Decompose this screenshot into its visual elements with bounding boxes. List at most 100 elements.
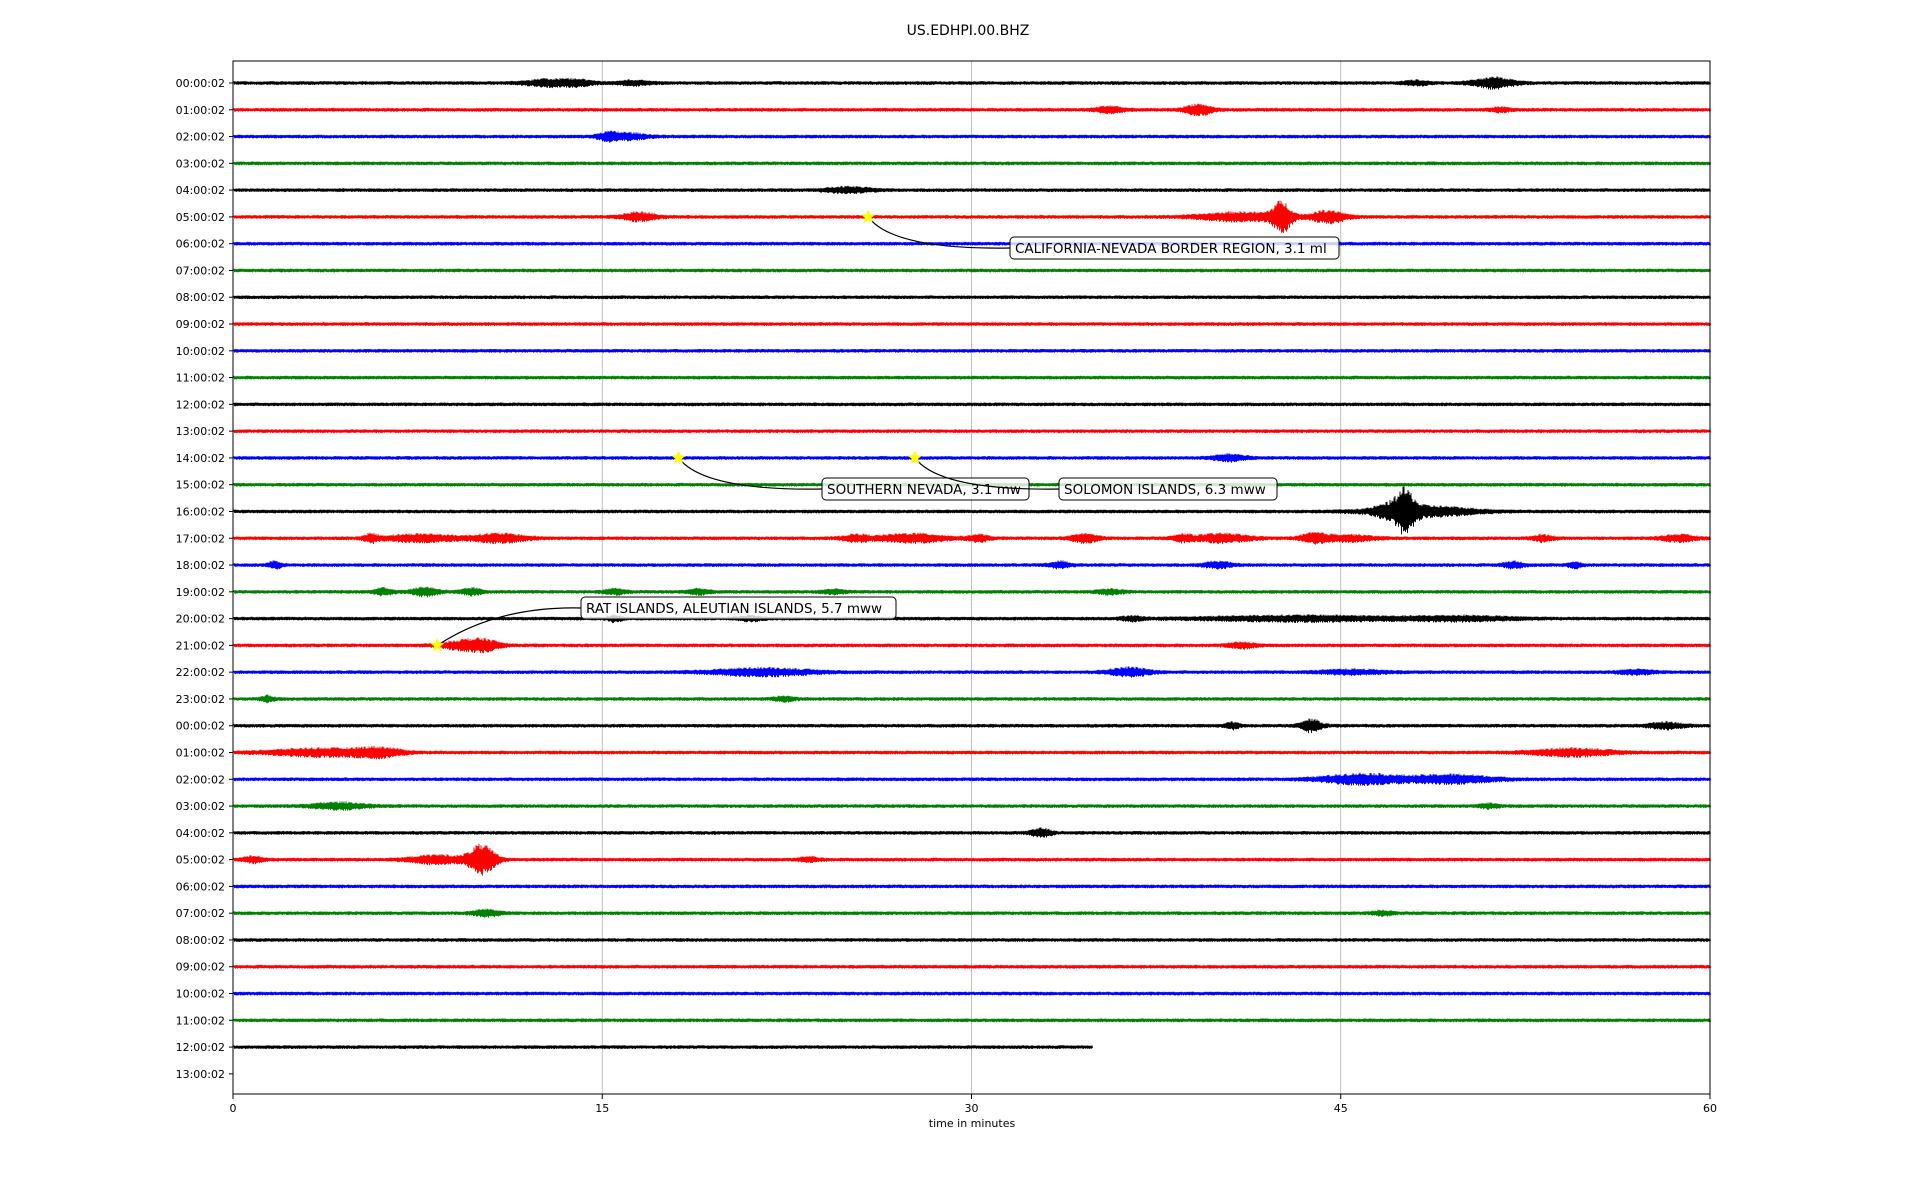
trace-line: [232, 560, 1711, 570]
trace-line: [232, 185, 1711, 195]
trace-line: [232, 908, 1711, 918]
x-axis-label: time in minutes: [929, 1117, 1016, 1130]
y-tick-label: 21:00:02: [176, 639, 225, 652]
y-tick-label: 08:00:02: [176, 291, 225, 304]
trace-line: [232, 1045, 1093, 1050]
y-tick-label: 12:00:02: [176, 1041, 225, 1054]
trace-line: [232, 200, 1711, 233]
trace-line: [232, 268, 1711, 273]
trace-line: [232, 694, 1711, 704]
y-tick-label: 17:00:02: [176, 532, 225, 545]
y-tick-label: 10:00:02: [176, 988, 225, 1001]
annotation-connector: [436, 607, 582, 646]
y-tick-label: 05:00:02: [176, 211, 225, 224]
annotation-box: [1009, 236, 1340, 260]
y-tick-label: 03:00:02: [176, 800, 225, 813]
annotation-connector: [914, 457, 1060, 490]
event-star-marker: [860, 209, 876, 224]
y-tick-label: 20:00:02: [176, 613, 225, 626]
y-tick-label: 02:00:02: [176, 773, 225, 786]
seismogram-traces: [232, 76, 1711, 1050]
trace-line: [232, 745, 1711, 760]
trace-line: [232, 827, 1711, 838]
trace-line: [232, 772, 1711, 787]
event-star-marker: [907, 450, 923, 465]
trace-line: [232, 991, 1711, 996]
y-tick-label: 15:00:02: [176, 479, 225, 492]
trace-line: [232, 718, 1711, 734]
y-tick-label: 18:00:02: [176, 559, 225, 572]
y-tick-label: 19:00:02: [176, 586, 225, 599]
trace-line: [232, 76, 1711, 90]
y-tick-label: 07:00:02: [176, 907, 225, 920]
y-tick-label: 23:00:02: [176, 693, 225, 706]
y-tick-label: 13:00:02: [176, 1068, 225, 1081]
y-tick-label: 12:00:02: [176, 398, 225, 411]
x-tick-label: 30: [965, 1102, 979, 1115]
trace-line: [232, 666, 1711, 678]
trace-line: [232, 103, 1711, 117]
y-tick-label: 00:00:02: [176, 77, 225, 90]
chart-title: US.EDHPI.00.BHZ: [907, 23, 1030, 39]
y-tick-label: 11:00:02: [176, 372, 225, 385]
annotation-connector: [867, 216, 1011, 249]
trace-line: [232, 161, 1711, 166]
x-gridlines: [601, 61, 1342, 1094]
y-tick-label: 11:00:02: [176, 1014, 225, 1027]
y-tick-label: 10:00:02: [176, 345, 225, 358]
trace-line: [232, 1018, 1711, 1023]
x-tick-label: 15: [595, 1102, 609, 1115]
trace-line: [232, 453, 1711, 463]
x-tick-label: 60: [1703, 1102, 1717, 1115]
y-tick-label: 13:00:02: [176, 425, 225, 438]
x-tick-label: 0: [230, 1102, 237, 1115]
trace-line: [232, 532, 1711, 545]
y-tick-label: 09:00:02: [176, 318, 225, 331]
annotation-label: SOLOMON ISLANDS, 6.3 mww: [1064, 482, 1266, 498]
y-tick-label: 06:00:02: [176, 880, 225, 893]
annotation-label: CALIFORNIA-NEVADA BORDER REGION, 3.1 ml: [1015, 241, 1327, 257]
trace-line: [232, 486, 1711, 535]
trace-line: [232, 429, 1711, 434]
trace-line: [232, 964, 1711, 969]
trace-line: [232, 937, 1711, 942]
annotation-connector: [678, 457, 823, 490]
y-tick-label: 01:00:02: [176, 104, 225, 117]
y-tick-label: 05:00:02: [176, 854, 225, 867]
y-tick-label: 22:00:02: [176, 666, 225, 679]
y-tick-label: 09:00:02: [176, 961, 225, 974]
y-tick-label: 08:00:02: [176, 934, 225, 947]
y-tick-label: 02:00:02: [176, 131, 225, 144]
x-tick-label: 45: [1334, 1102, 1348, 1115]
annotation-label: SOUTHERN NEVADA, 3.1 mw: [827, 482, 1021, 498]
y-tick-label: 07:00:02: [176, 264, 225, 277]
trace-line: [232, 801, 1711, 811]
annotation-label: RAT ISLANDS, ALEUTIAN ISLANDS, 5.7 mww: [586, 601, 882, 617]
trace-line: [232, 322, 1711, 327]
y-tick-label: 03:00:02: [176, 157, 225, 170]
plot-frame: [232, 60, 1711, 1095]
y-tick-label: 01:00:02: [176, 747, 225, 760]
y-tick-label: 06:00:02: [176, 238, 225, 251]
trace-line: [232, 637, 1711, 654]
trace-line: [232, 348, 1711, 353]
y-tick-label: 04:00:02: [176, 184, 225, 197]
event-star-marker: [429, 637, 445, 652]
event-annotations: CALIFORNIA-NEVADA BORDER REGION, 3.1 ml S…: [429, 209, 1340, 652]
y-tick-label: 00:00:02: [176, 720, 225, 733]
y-tick-labels: 00:00:02 01:00:02 02:00:02 03:00:02 04:00:02…: [176, 77, 233, 1081]
annotation-box: [580, 596, 897, 620]
trace-line: [232, 402, 1711, 407]
trace-line: [232, 614, 1711, 624]
trace-line: [232, 586, 1711, 598]
y-tick-label: 04:00:02: [176, 827, 225, 840]
trace-line: [232, 130, 1711, 143]
trace-line: [232, 241, 1711, 246]
trace-line: [232, 375, 1711, 380]
event-star-marker: [671, 450, 686, 465]
annotation-box: [1058, 477, 1278, 501]
trace-line: [232, 295, 1711, 300]
trace-line: [232, 884, 1711, 889]
